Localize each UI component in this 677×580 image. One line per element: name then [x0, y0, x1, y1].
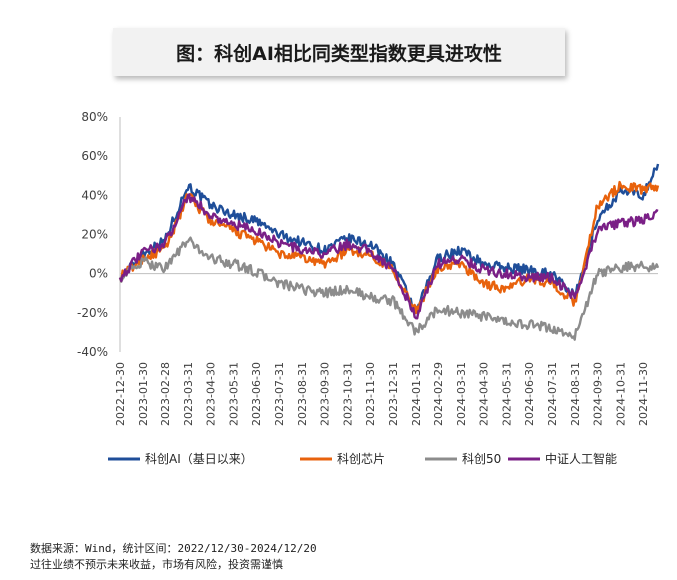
x-tick-label: 2023-06-30: [250, 362, 263, 426]
y-tick-label: 80%: [81, 110, 108, 124]
chart-title-box: 图：科创AI相比同类型指数更具进攻性: [113, 28, 565, 76]
footnote-source: 数据来源：Wind，统计区间：2022/12/30-2024/12/20: [30, 542, 317, 555]
series-line: [118, 193, 659, 320]
x-tick-label: 2024-05-31: [501, 362, 514, 426]
x-tick-label: 2024-03-31: [455, 362, 468, 426]
legend-label: 科创芯片: [337, 452, 385, 466]
chart-title: 图：科创AI相比同类型指数更具进攻性: [176, 42, 502, 65]
x-tick-label: 2023-05-31: [227, 362, 240, 426]
x-tick-label: 2023-09-30: [318, 362, 331, 426]
series-line: [118, 236, 660, 341]
x-tick-label: 2023-12-31: [387, 362, 400, 426]
x-tick-label: 2024-08-31: [569, 362, 582, 426]
y-tick-label: 60%: [81, 149, 108, 163]
x-tick-label: 2024-10-31: [615, 362, 628, 426]
legend-label: 科创AI（基日以来）: [145, 452, 253, 466]
x-tick-label: 2023-03-31: [182, 362, 195, 426]
x-tick-label: 2023-07-31: [273, 362, 286, 426]
legend-label: 科创50: [462, 452, 501, 466]
x-tick-label: 2024-09-30: [592, 362, 605, 426]
x-tick-label: 2023-04-30: [204, 362, 217, 426]
x-tick-label: 2023-11-30: [364, 362, 377, 426]
x-tick-label: 2023-08-31: [296, 362, 309, 426]
x-tick-label: 2024-01-31: [410, 362, 423, 426]
footnote-disclaimer: 过往业绩不预示未来收益，市场有风险，投资需谨慎: [30, 558, 283, 571]
y-tick-label: 0%: [89, 267, 108, 281]
legend-label: 中证人工智能: [545, 451, 617, 466]
y-tick-label: 20%: [81, 228, 108, 242]
x-tick-label: 2023-01-30: [137, 362, 150, 426]
x-tick-label: 2023-10-31: [342, 362, 355, 426]
y-tick-label: -40%: [77, 345, 108, 359]
x-tick-label: 2024-07-31: [546, 362, 559, 426]
x-tick-label: 2023-02-28: [159, 362, 172, 426]
x-tick-label: 2022-12-30: [114, 362, 127, 426]
y-tick-label: 40%: [81, 188, 108, 202]
x-tick-label: 2024-06-30: [523, 362, 536, 426]
x-tick-label: 2024-02-29: [432, 362, 445, 426]
y-tick-label: -20%: [77, 306, 108, 320]
line-chart: 80% 60% 40% 20% 0% -20% -40% 2022-12-30 2023-01-…: [77, 110, 660, 466]
x-tick-label: 2024-04-30: [477, 362, 490, 426]
x-tick-label: 2024-11-30: [637, 362, 650, 426]
